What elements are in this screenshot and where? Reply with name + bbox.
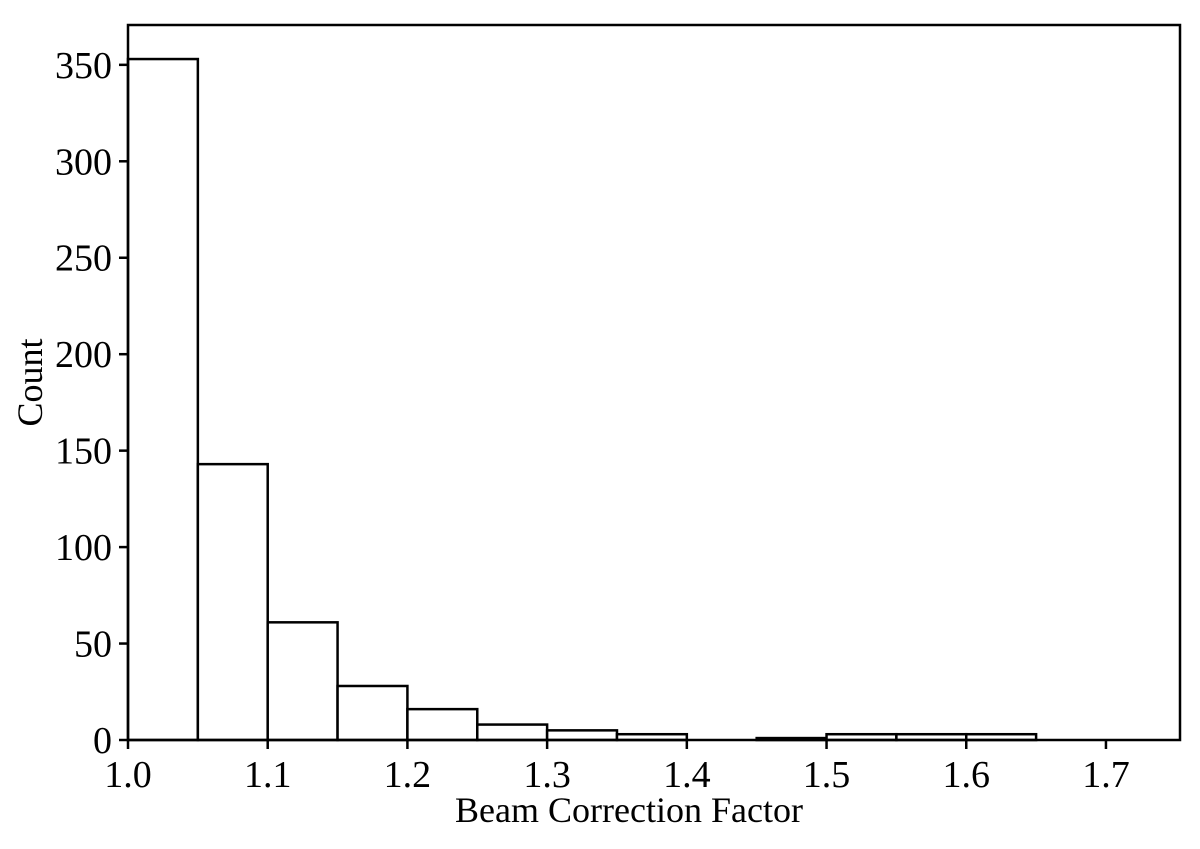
y-tick-label: 350 <box>55 45 112 87</box>
y-tick-label: 250 <box>55 238 112 280</box>
x-tick-label: 1.6 <box>942 754 990 796</box>
x-tick-label: 1.2 <box>384 754 432 796</box>
plot-frame <box>126 23 1182 742</box>
y-tick-label: 200 <box>55 334 112 376</box>
y-axis-label: Count <box>10 338 50 426</box>
x-tick-label: 1.1 <box>244 754 292 796</box>
y-tick-label: 150 <box>55 431 112 473</box>
x-tick-label: 1.5 <box>803 754 851 796</box>
histogram-bar <box>545 729 619 742</box>
y-tick-label: 0 <box>93 720 112 762</box>
x-axis: 1.0 1.1 1.2 1.3 1.4 1.5 1.6 1.7 <box>104 740 1130 796</box>
y-tick-label: 300 <box>55 141 112 183</box>
plot-area <box>128 25 1180 740</box>
x-tick-label: 1.7 <box>1082 754 1130 796</box>
histogram-bar <box>126 57 200 742</box>
bars-group <box>126 57 1038 742</box>
y-tick-label: 100 <box>55 527 112 569</box>
y-axis: 0 50 100 150 200 250 300 350 <box>55 45 128 762</box>
histogram-bar <box>476 723 549 742</box>
histogram-bar <box>266 621 339 742</box>
histogram-bar <box>406 707 479 742</box>
histogram-bar <box>196 462 269 742</box>
y-tick-label: 50 <box>74 624 112 666</box>
histogram-bar <box>336 684 409 742</box>
x-axis-label: Beam Correction Factor <box>455 790 803 830</box>
x-tick-label: 1.0 <box>104 754 152 796</box>
x-tick-label: 1.3 <box>523 754 571 796</box>
x-tick-label: 1.4 <box>663 754 711 796</box>
